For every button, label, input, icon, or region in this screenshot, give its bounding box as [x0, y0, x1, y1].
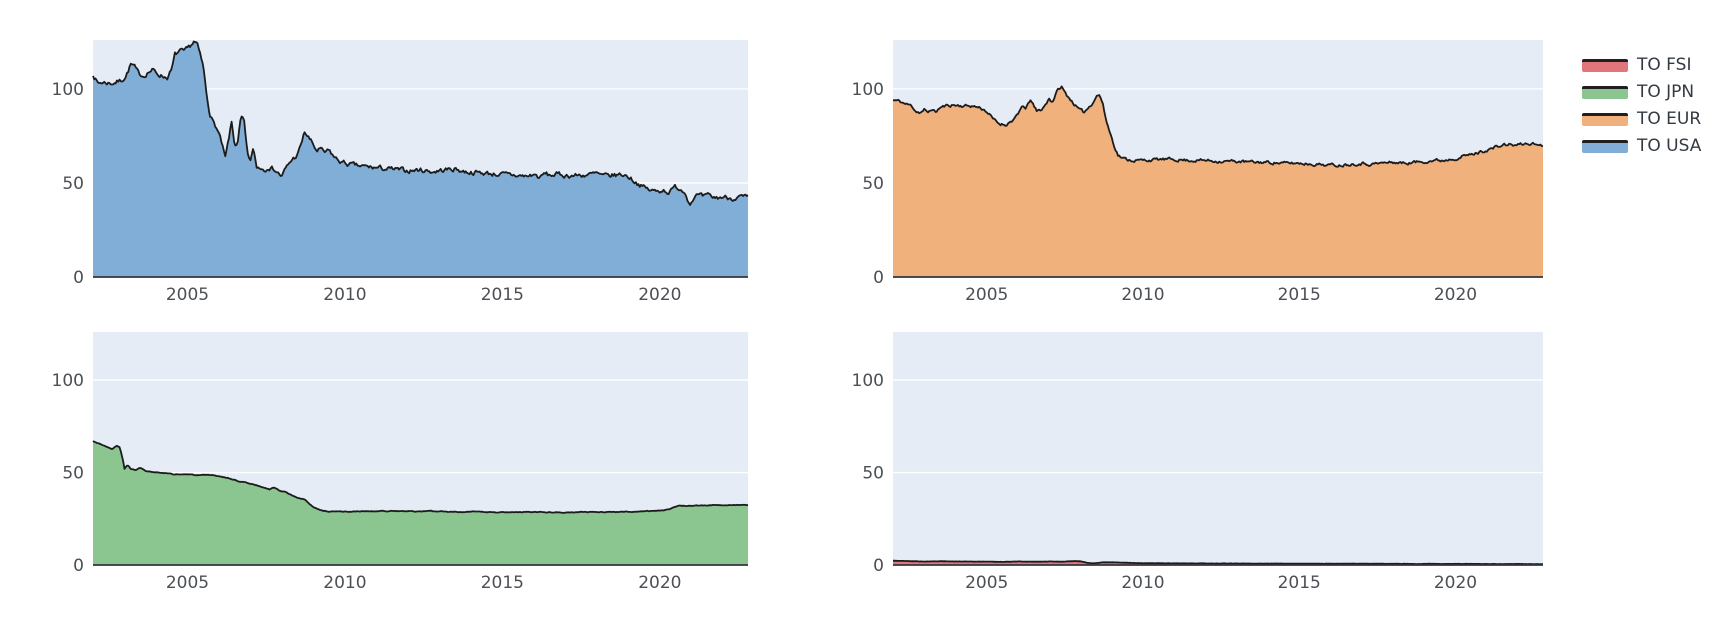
area-swatch-icon — [1582, 85, 1628, 99]
x-tick-label: 2010 — [323, 573, 366, 593]
legend-item-to-jpn[interactable]: TO JPN — [1582, 83, 1701, 101]
legend-label: TO EUR — [1637, 109, 1702, 129]
y-tick-label: 100 — [852, 80, 884, 100]
x-tick-label: 2015 — [481, 285, 524, 305]
x-tick-label: 2020 — [1434, 573, 1477, 593]
legend-label: TO FSI — [1637, 55, 1692, 75]
x-tick-label: 2015 — [481, 573, 524, 593]
area-line — [893, 559, 1543, 566]
y-tick-label: 0 — [73, 268, 84, 288]
y-tick-label: 50 — [62, 464, 84, 484]
area-chart-to-eur[interactable]: 2005 2010 2015 2020 0 50 100 — [823, 28, 1551, 311]
x-tick-label: 2010 — [1121, 573, 1164, 593]
x-tick-label: 2020 — [1434, 285, 1477, 305]
x-tick-label: 2020 — [638, 285, 681, 305]
x-tick-label: 2015 — [1278, 285, 1321, 305]
y-tick-label: 50 — [862, 174, 884, 194]
legend-item-to-fsi[interactable]: TO FSI — [1582, 56, 1701, 74]
y-tick-label: 100 — [52, 371, 84, 391]
x-tick-label: 2015 — [1278, 573, 1321, 593]
x-tick-label: 2020 — [638, 573, 681, 593]
legend-item-to-eur[interactable]: TO EUR — [1582, 110, 1701, 128]
x-tick-label: 2010 — [323, 285, 366, 305]
legend-label: TO JPN — [1637, 82, 1695, 102]
area-line — [92, 440, 749, 514]
y-tick-label: 100 — [852, 371, 884, 391]
legend-item-to-usa[interactable]: TO USA — [1582, 137, 1701, 155]
area-fill — [93, 41, 748, 278]
area-chart-to-jpn[interactable]: 2005 2010 2015 2020 0 50 100 — [23, 320, 756, 599]
x-tick-label: 2005 — [965, 573, 1008, 593]
legend: TO FSI TO JPN TO EUR TO USA — [1582, 56, 1701, 155]
plot-area[interactable] — [893, 332, 1543, 565]
area-swatch-icon — [1582, 112, 1628, 126]
x-tick-label: 2005 — [166, 285, 209, 305]
area-line — [892, 85, 1544, 168]
area-fill — [93, 441, 748, 565]
x-tick-label: 2005 — [166, 573, 209, 593]
y-tick-label: 0 — [873, 556, 884, 576]
y-tick-label: 50 — [62, 174, 84, 194]
area-swatch-icon — [1582, 58, 1628, 72]
area-chart-to-usa[interactable]: 2005 2010 2015 2020 0 50 100 — [23, 28, 756, 311]
y-tick-label: 50 — [862, 464, 884, 484]
area-fill — [893, 86, 1543, 278]
area-line — [92, 40, 749, 206]
y-tick-label: 0 — [873, 268, 884, 288]
y-tick-label: 0 — [73, 556, 84, 576]
y-tick-label: 100 — [52, 80, 84, 100]
area-swatch-icon — [1582, 139, 1628, 153]
area-chart-to-fsi[interactable]: 2005 2010 2015 2020 0 50 100 — [823, 320, 1551, 599]
legend-label: TO USA — [1637, 136, 1702, 156]
x-tick-label: 2005 — [965, 285, 1008, 305]
x-tick-label: 2010 — [1121, 285, 1164, 305]
